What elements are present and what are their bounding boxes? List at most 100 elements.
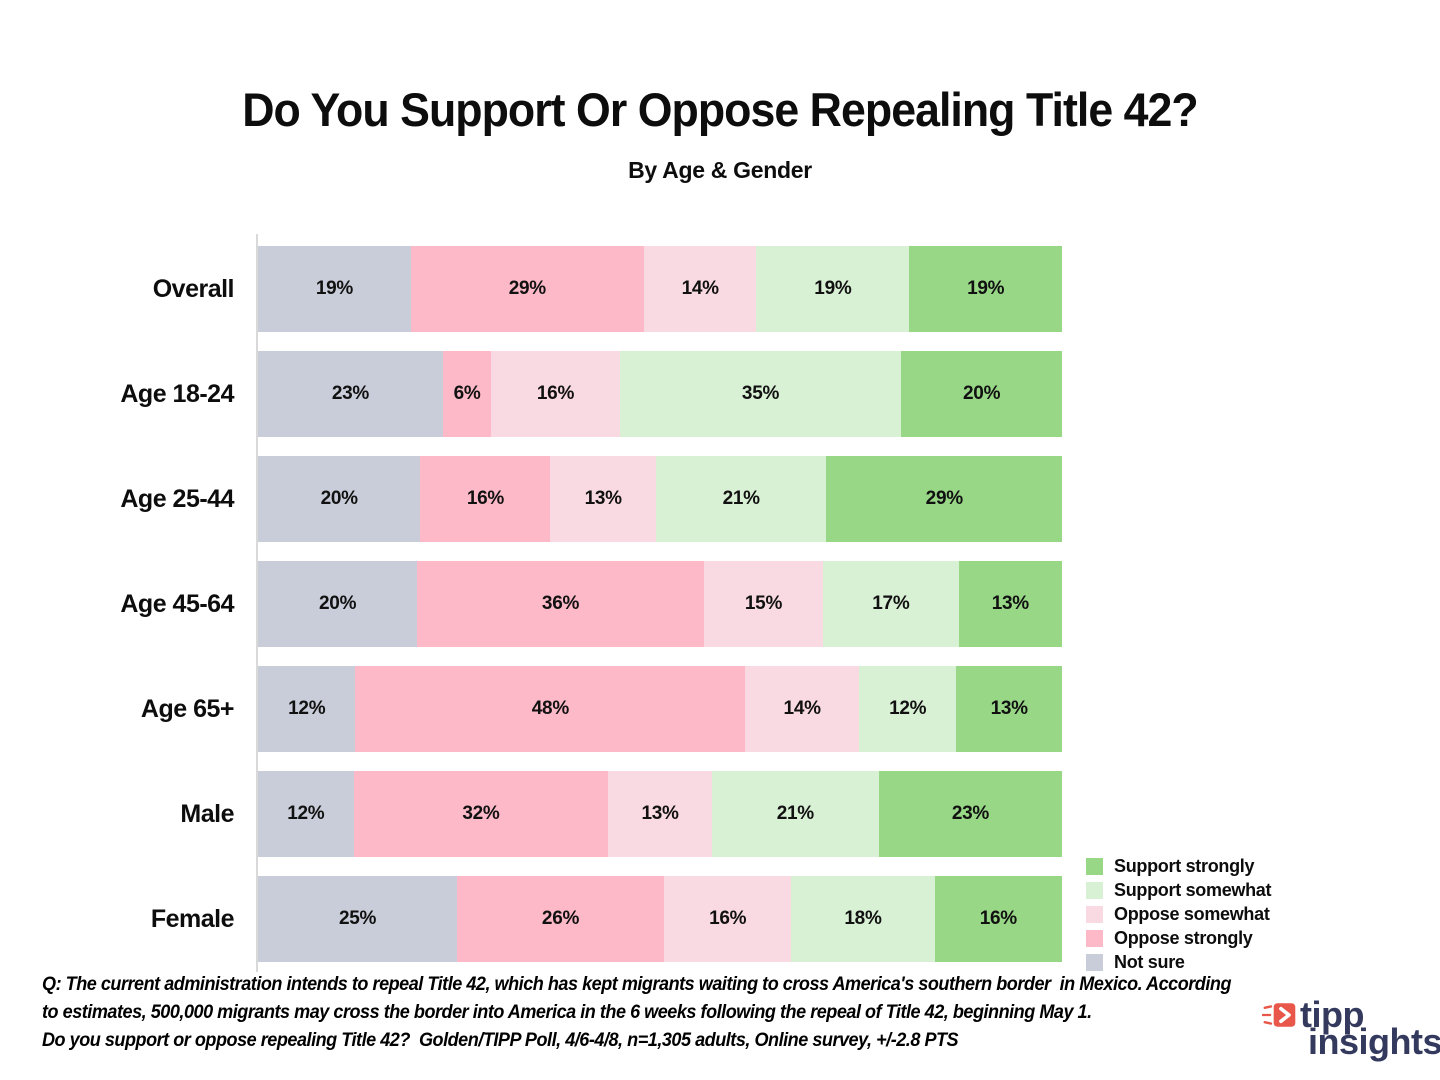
legend-label: Not sure bbox=[1114, 951, 1185, 972]
brand-word-tipp: tipp bbox=[1300, 994, 1364, 1035]
bar-segment-oppose-somewhat: 13% bbox=[608, 771, 712, 857]
bar-segment-not-sure: 19% bbox=[258, 246, 411, 332]
segment-value-label: 20% bbox=[319, 593, 357, 614]
footer-line: Do you support or oppose repealing Title… bbox=[42, 1030, 959, 1051]
segment-value-label: 23% bbox=[331, 383, 370, 404]
segment-value-label: 14% bbox=[681, 278, 719, 299]
bar-segment-not-sure: 23% bbox=[258, 351, 443, 437]
bar-segment-support-strongly: 29% bbox=[826, 456, 1062, 542]
footer-note: Q: The current administration intends to… bbox=[42, 971, 1231, 1055]
segment-value-label: 32% bbox=[462, 803, 500, 824]
tipp-arrow-icon bbox=[1262, 1003, 1296, 1027]
bar-segment-support-somewhat: 18% bbox=[791, 876, 935, 962]
bar-segment-oppose-strongly: 36% bbox=[417, 561, 704, 647]
bar: 20% 36% 15% 17% 13% bbox=[258, 561, 1062, 647]
bar-segment-not-sure: 25% bbox=[258, 876, 458, 962]
legend-label: Oppose strongly bbox=[1114, 927, 1253, 948]
category-label: Age 45-64 bbox=[120, 589, 234, 618]
y-axis-line bbox=[256, 234, 258, 972]
bar-segment-oppose-somewhat: 16% bbox=[491, 351, 620, 437]
segment-value-label: 13% bbox=[991, 593, 1029, 614]
segment-value-label: 23% bbox=[951, 803, 990, 824]
legend-swatch bbox=[1086, 905, 1103, 923]
bar-segment-support-strongly: 13% bbox=[956, 666, 1062, 752]
brand-logo-row1: tipp bbox=[1262, 994, 1437, 1035]
category-label: Age 25-44 bbox=[120, 484, 234, 513]
bar-segment-support-strongly: 23% bbox=[878, 771, 1063, 857]
footer-line: Q: The current administration intends to… bbox=[42, 974, 1232, 995]
segment-value-label: 29% bbox=[925, 488, 963, 509]
legend: Support strongly Support somewhat Oppose s… bbox=[1086, 854, 1272, 974]
segment-value-label: 20% bbox=[963, 383, 1001, 404]
segment-value-label: 16% bbox=[536, 383, 575, 404]
bar-row: Age 45-64 20% 36% 15% 17% 13% bbox=[40, 561, 1062, 647]
legend-item: Oppose somewhat bbox=[1086, 902, 1271, 926]
segment-value-label: 20% bbox=[320, 488, 358, 509]
footer-line: to estimates, 500,000 migrants may cross… bbox=[42, 1002, 1092, 1023]
bar-row: Male 12% 32% 13% 21% 23% bbox=[40, 771, 1063, 857]
segment-value-label: 29% bbox=[508, 278, 546, 299]
segment-value-label: 14% bbox=[783, 698, 821, 719]
segment-value-label: 36% bbox=[541, 593, 580, 614]
legend-label: Support somewhat bbox=[1114, 879, 1272, 900]
segment-value-label: 16% bbox=[466, 488, 504, 509]
legend-item: Support somewhat bbox=[1086, 878, 1272, 902]
segment-value-label: 16% bbox=[979, 908, 1017, 929]
segment-value-label: 25% bbox=[338, 908, 377, 929]
segment-value-label: 13% bbox=[584, 488, 622, 509]
bar-segment-not-sure: 20% bbox=[258, 561, 418, 647]
legend-item: Oppose strongly bbox=[1086, 926, 1271, 950]
bar: 23% 6% 16% 35% 20% bbox=[258, 351, 1062, 437]
bar: 12% 32% 13% 21% 23% bbox=[258, 771, 1063, 857]
segment-value-label: 19% bbox=[967, 278, 1005, 299]
legend-label: Oppose somewhat bbox=[1114, 903, 1270, 924]
legend-item: Not sure bbox=[1086, 950, 1271, 974]
bar-segment-support-strongly: 13% bbox=[958, 561, 1062, 647]
segment-value-label: 16% bbox=[709, 908, 747, 929]
bar-segment-not-sure: 12% bbox=[258, 666, 356, 752]
bar-segment-oppose-somewhat: 13% bbox=[550, 456, 656, 542]
bar-row: Age 25-44 20% 16% 13% 21% 29% bbox=[40, 456, 1062, 542]
bar-segment-oppose-strongly: 32% bbox=[353, 771, 609, 857]
legend-swatch bbox=[1086, 857, 1103, 875]
bar-segment-support-strongly: 19% bbox=[909, 246, 1063, 332]
bar-segment-oppose-somewhat: 16% bbox=[663, 876, 792, 962]
segment-value-label: 21% bbox=[722, 488, 760, 509]
category-label: Age 65+ bbox=[140, 694, 235, 723]
legend-swatch bbox=[1086, 929, 1103, 947]
bar-segment-support-somewhat: 35% bbox=[619, 351, 902, 437]
segment-value-label: 12% bbox=[288, 698, 326, 719]
segment-value-label: 18% bbox=[844, 908, 882, 929]
segment-value-label: 13% bbox=[990, 698, 1028, 719]
segment-value-label: 26% bbox=[541, 908, 580, 929]
segment-value-label: 12% bbox=[889, 698, 927, 719]
bar-segment-not-sure: 12% bbox=[258, 771, 354, 857]
legend-item: Support strongly bbox=[1086, 854, 1271, 878]
bar-row: Age 65+ 12% 48% 14% 12% 13% bbox=[40, 666, 1062, 752]
bar-row: Age 18-24 23% 6% 16% 35% 20% bbox=[40, 351, 1062, 437]
bar-segment-support-strongly: 16% bbox=[934, 876, 1062, 962]
legend-label: Support strongly bbox=[1114, 855, 1255, 876]
stacked-bar-chart: Overall 19% 29% 14% 19% 19% Age 18-24 23% 6% 16% 3… bbox=[40, 246, 1063, 981]
bar-segment-oppose-strongly: 16% bbox=[420, 456, 551, 542]
segment-value-label: 19% bbox=[814, 278, 852, 299]
bar-segment-not-sure: 20% bbox=[258, 456, 421, 542]
segment-value-label: 19% bbox=[315, 278, 353, 299]
segment-value-label: 13% bbox=[641, 803, 679, 824]
page-subtitle: By Age & Gender bbox=[628, 157, 812, 183]
segment-value-label: 6% bbox=[453, 383, 481, 404]
bar-rows: Overall 19% 29% 14% 19% 19% Age 18-24 23% 6% 16% 3… bbox=[40, 246, 1063, 962]
bar-row: Female 25% 26% 16% 18% 16% bbox=[40, 876, 1062, 962]
brand-logo: tipp insights bbox=[1262, 994, 1440, 1060]
segment-value-label: 35% bbox=[741, 383, 780, 404]
segment-value-label: 21% bbox=[776, 803, 814, 824]
bar-segment-support-somewhat: 21% bbox=[655, 456, 827, 542]
bar-segment-oppose-strongly: 26% bbox=[457, 876, 664, 962]
bar-row: Overall 19% 29% 14% 19% 19% bbox=[40, 246, 1063, 332]
bar-segment-support-strongly: 20% bbox=[901, 351, 1062, 437]
bar-segment-support-somewhat: 19% bbox=[756, 246, 910, 332]
bar: 25% 26% 16% 18% 16% bbox=[258, 876, 1062, 962]
bar: 12% 48% 14% 12% 13% bbox=[258, 666, 1062, 752]
bar: 20% 16% 13% 21% 29% bbox=[258, 456, 1062, 542]
bar-segment-support-somewhat: 21% bbox=[711, 771, 879, 857]
